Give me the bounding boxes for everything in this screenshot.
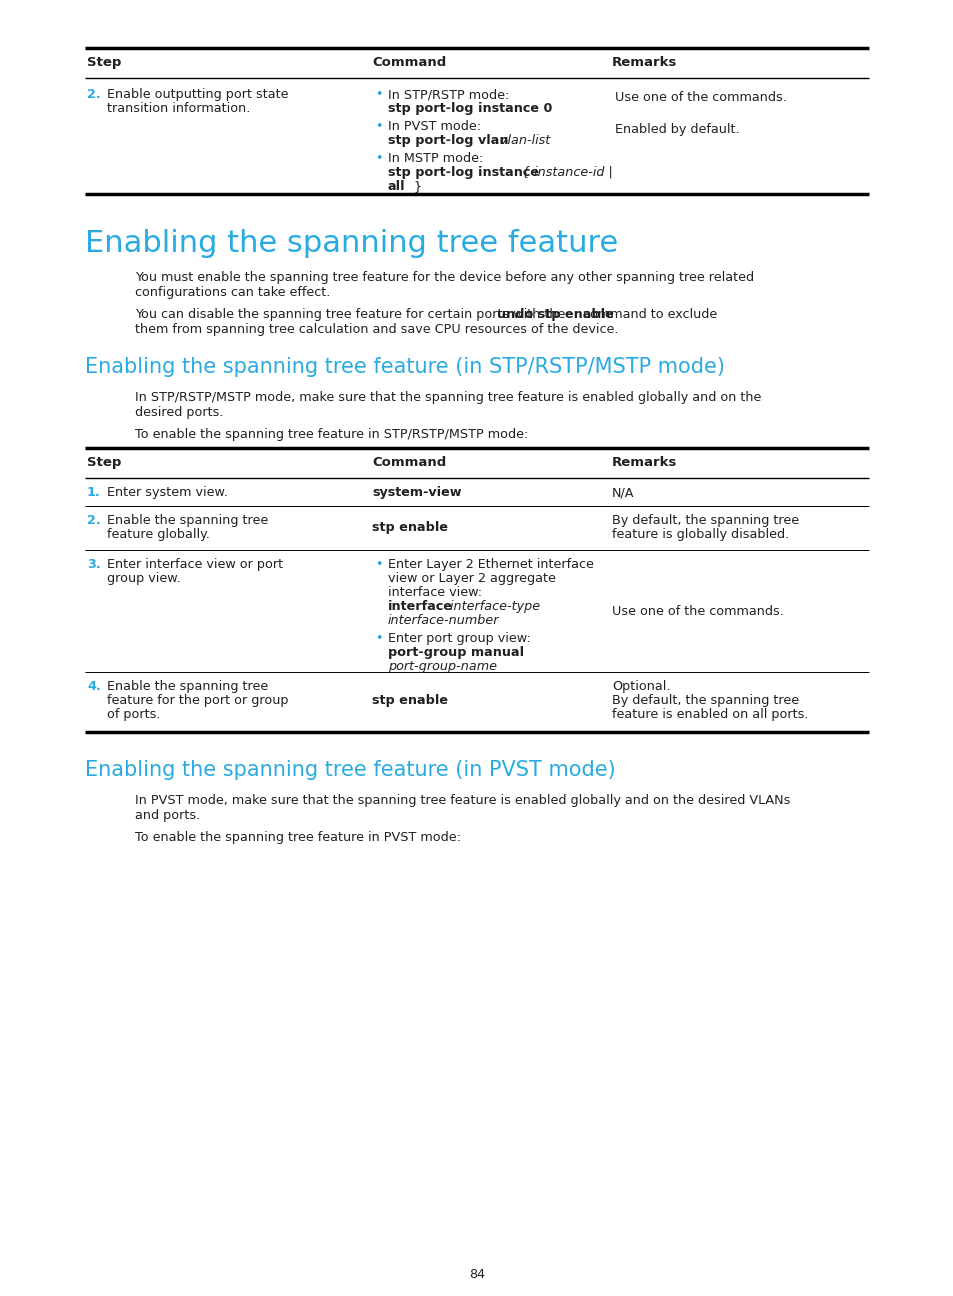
Text: transition information.: transition information. [107, 102, 250, 115]
Text: •: • [375, 152, 382, 165]
Text: Step: Step [87, 456, 121, 469]
Text: •: • [375, 121, 382, 133]
Text: stp enable: stp enable [372, 521, 448, 534]
Text: Enabling the spanning tree feature (in STP/RSTP/MSTP mode): Enabling the spanning tree feature (in S… [85, 356, 724, 377]
Text: Optional.: Optional. [612, 680, 670, 693]
Text: To enable the spanning tree feature in PVST mode:: To enable the spanning tree feature in P… [135, 831, 460, 844]
Text: interface view:: interface view: [388, 586, 481, 599]
Text: }: } [410, 180, 421, 193]
Text: Remarks: Remarks [612, 456, 677, 469]
Text: stp port-log instance 0: stp port-log instance 0 [388, 102, 552, 115]
Text: By default, the spanning tree: By default, the spanning tree [612, 515, 799, 527]
Text: interface-number: interface-number [388, 614, 499, 627]
Text: { instance-id |: { instance-id | [517, 166, 612, 179]
Text: desired ports.: desired ports. [135, 406, 223, 419]
Text: stp enable: stp enable [372, 693, 448, 708]
Text: feature is globally disabled.: feature is globally disabled. [612, 527, 788, 540]
Text: In MSTP mode:: In MSTP mode: [388, 152, 483, 165]
Text: feature globally.: feature globally. [107, 527, 210, 540]
Text: Remarks: Remarks [612, 56, 677, 69]
Text: •: • [375, 632, 382, 645]
Text: undo stp enable: undo stp enable [497, 308, 614, 321]
Text: view or Layer 2 aggregate: view or Layer 2 aggregate [388, 572, 556, 584]
Text: Use one of the commands.: Use one of the commands. [612, 605, 783, 618]
Text: command to exclude: command to exclude [578, 308, 717, 321]
Text: 4.: 4. [87, 680, 101, 693]
Text: By default, the spanning tree: By default, the spanning tree [612, 693, 799, 708]
Text: In STP/RSTP/MSTP mode, make sure that the spanning tree feature is enabled globa: In STP/RSTP/MSTP mode, make sure that th… [135, 391, 760, 404]
Text: Enable the spanning tree: Enable the spanning tree [107, 515, 268, 527]
Text: Use one of the commands.: Use one of the commands. [615, 91, 786, 104]
Text: vlan-list: vlan-list [496, 133, 550, 146]
Text: You can disable the spanning tree feature for certain ports with the: You can disable the spanning tree featur… [135, 308, 569, 321]
Text: In STP/RSTP mode:: In STP/RSTP mode: [388, 88, 509, 101]
Text: group view.: group view. [107, 572, 180, 584]
Text: Command: Command [372, 456, 446, 469]
Text: Enabled by default.: Enabled by default. [615, 123, 739, 136]
Text: all: all [388, 180, 405, 193]
Text: Enter interface view or port: Enter interface view or port [107, 559, 283, 572]
Text: interface: interface [388, 600, 453, 613]
Text: Enter system view.: Enter system view. [107, 486, 228, 499]
Text: Enter Layer 2 Ethernet interface: Enter Layer 2 Ethernet interface [388, 559, 594, 572]
Text: configurations can take effect.: configurations can take effect. [135, 286, 330, 299]
Text: port-group-name: port-group-name [388, 660, 497, 673]
Text: 2.: 2. [87, 515, 100, 527]
Text: •: • [375, 559, 382, 572]
Text: Command: Command [372, 56, 446, 69]
Text: Enabling the spanning tree feature (in PVST mode): Enabling the spanning tree feature (in P… [85, 759, 615, 780]
Text: system-view: system-view [372, 486, 461, 499]
Text: Enable outputting port state: Enable outputting port state [107, 88, 288, 101]
Text: and ports.: and ports. [135, 809, 200, 822]
Text: To enable the spanning tree feature in STP/RSTP/MSTP mode:: To enable the spanning tree feature in S… [135, 428, 528, 441]
Text: Enter port group view:: Enter port group view: [388, 632, 530, 645]
Text: Enabling the spanning tree feature: Enabling the spanning tree feature [85, 229, 618, 258]
Text: 2.: 2. [87, 88, 100, 101]
Text: interface-type: interface-type [446, 600, 539, 613]
Text: feature is enabled on all ports.: feature is enabled on all ports. [612, 708, 807, 721]
Text: Enable the spanning tree: Enable the spanning tree [107, 680, 268, 693]
Text: feature for the port or group: feature for the port or group [107, 693, 288, 708]
Text: of ports.: of ports. [107, 708, 160, 721]
Text: 1.: 1. [87, 486, 100, 499]
Text: stp port-log vlan: stp port-log vlan [388, 133, 508, 146]
Text: them from spanning tree calculation and save CPU resources of the device.: them from spanning tree calculation and … [135, 323, 618, 336]
Text: stp port-log instance: stp port-log instance [388, 166, 538, 179]
Text: 3.: 3. [87, 559, 100, 572]
Text: In PVST mode, make sure that the spanning tree feature is enabled globally and o: In PVST mode, make sure that the spannin… [135, 794, 789, 807]
Text: In PVST mode:: In PVST mode: [388, 121, 480, 133]
Text: port-group manual: port-group manual [388, 645, 523, 658]
Text: 84: 84 [469, 1267, 484, 1280]
Text: You must enable the spanning tree feature for the device before any other spanni: You must enable the spanning tree featur… [135, 271, 753, 284]
Text: Step: Step [87, 56, 121, 69]
Text: N/A: N/A [612, 486, 634, 499]
Text: •: • [375, 88, 382, 101]
